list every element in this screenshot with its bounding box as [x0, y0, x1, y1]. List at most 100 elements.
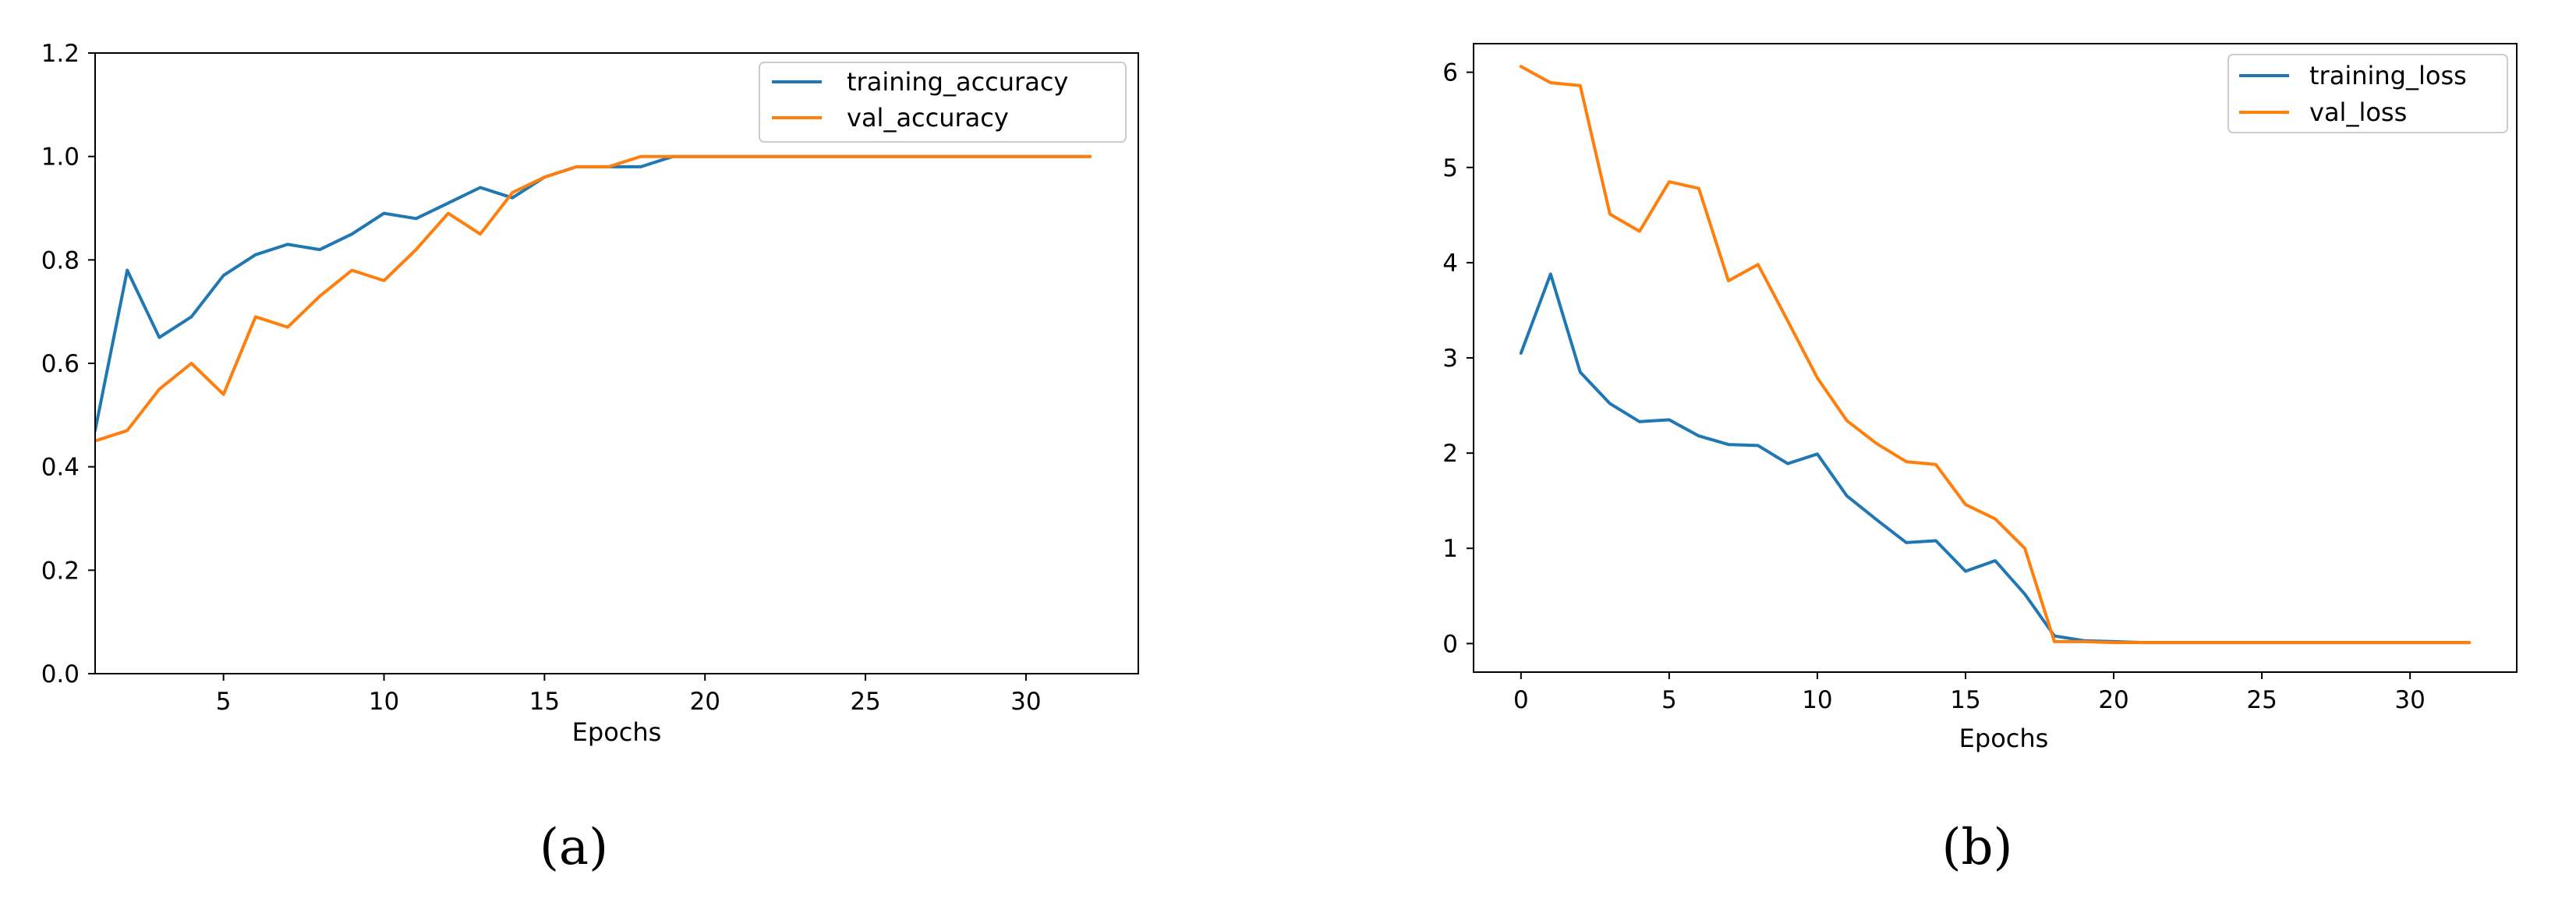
chart-a-point-training-accuracy-5 [223, 275, 224, 276]
chart-a-point-val-accuracy-27 [929, 156, 930, 157]
chart-a-point-val-accuracy-28 [961, 156, 962, 157]
chart-b-xtick-label-30: 30 [2394, 686, 2425, 714]
chart-a-ytick-label-1-2: 1.2 [41, 40, 80, 68]
chart-a-point-val-accuracy-22 [769, 156, 770, 157]
chart-a-point-training-accuracy-3 [159, 337, 160, 338]
chart-a-ytick-label-0: 0.0 [41, 660, 80, 688]
chart-b-point-val-loss-25 [2262, 642, 2263, 643]
chart-b-point-training-loss-8 [1757, 445, 1758, 446]
chart-a-point-val-accuracy-15 [544, 177, 545, 178]
chart-a-legend: training_accuracy val_accuracy [759, 62, 1127, 143]
chart-a-ytick-label-0-2: 0.2 [41, 557, 80, 585]
chart-a-caption: (a) [540, 819, 608, 876]
chart-b-point-val-loss-0 [1520, 66, 1521, 67]
chart-b-legend: training_loss val_loss [2227, 54, 2508, 133]
chart-a-xtick-label-30: 30 [1010, 688, 1041, 716]
chart-b-ytick-label-6: 6 [1442, 59, 1458, 87]
chart-a-point-val-accuracy-5 [223, 394, 224, 395]
chart-a-lines [95, 154, 1092, 443]
chart-a-point-val-accuracy-19 [673, 156, 674, 157]
chart-b-point-val-loss-19 [2084, 641, 2085, 642]
chart-b-ytick-label-1: 1 [1442, 535, 1458, 563]
chart-b-point-val-loss-24 [2232, 642, 2233, 643]
chart-a-point-val-accuracy-18 [640, 156, 641, 157]
chart-b-lines [1519, 65, 2472, 645]
chart-b-point-training-loss-11 [1846, 496, 1847, 497]
chart-a-axes: 5 10 15 20 25 30 0.0 0.2 0.4 0.6 0.8 1.0 1.2 [41, 40, 1042, 716]
chart-b-caption: (b) [1942, 819, 2013, 876]
chart-b-ytick-label-3: 3 [1442, 345, 1458, 373]
chart-b-xtick-label-0: 0 [1513, 686, 1529, 714]
chart-b-point-training-loss-15 [1965, 571, 1966, 572]
chart-a-point-training-accuracy-14 [512, 197, 513, 198]
chart-b-point-val-loss-22 [2173, 642, 2174, 643]
chart-a-legend-label-training-accuracy: training_accuracy [847, 67, 1068, 97]
chart-a-point-training-accuracy-18 [640, 166, 641, 167]
chart-b-point-val-loss-29 [2380, 642, 2381, 643]
chart-b-ytick-label-2: 2 [1442, 440, 1458, 468]
chart-b-point-val-loss-27 [2321, 642, 2322, 643]
chart-a-xtick-label-10: 10 [369, 688, 399, 716]
chart-b-series-training-loss [1519, 272, 2472, 645]
chart-b-point-training-loss-9 [1787, 463, 1788, 464]
chart-a-xtick-label-20: 20 [689, 688, 720, 716]
chart-a-ytick-label-0-4: 0.4 [41, 454, 80, 482]
chart-a-point-val-accuracy-30 [1025, 156, 1026, 157]
chart-b-point-val-loss-17 [2025, 548, 2026, 549]
chart-b-point-val-loss-21 [2143, 642, 2144, 643]
chart-b-point-val-loss-15 [1965, 504, 1966, 505]
chart-a-series-val-accuracy [95, 154, 1092, 443]
chart-a-point-val-accuracy-17 [608, 166, 609, 167]
chart-b-point-training-loss-5 [1668, 419, 1669, 420]
chart-a-point-val-accuracy-26 [897, 156, 898, 157]
chart-b-point-val-loss-26 [2291, 642, 2292, 643]
chart-b: 0 5 10 15 20 25 30 0 1 2 3 4 5 6 Epochs training_loss… [1442, 43, 2518, 876]
chart-b-point-training-loss-0 [1520, 352, 1521, 353]
chart-a-xtick-label-15: 15 [529, 688, 560, 716]
chart-b-xtick-label-5: 5 [1661, 686, 1677, 714]
chart-a-point-val-accuracy-29 [993, 156, 994, 157]
chart-b-point-val-loss-14 [1935, 464, 1936, 465]
chart-b-point-val-loss-18 [2054, 641, 2055, 642]
chart-a-ytick-label-1: 1.0 [41, 143, 80, 172]
chart-a-point-val-accuracy-3 [159, 389, 160, 390]
chart-b-legend-box [2227, 54, 2508, 133]
chart-b-point-training-loss-4 [1639, 421, 1640, 422]
chart-b-point-training-loss-14 [1935, 540, 1936, 541]
chart-a-xtick-label-5: 5 [216, 688, 232, 716]
chart-b-point-val-loss-12 [1876, 443, 1877, 444]
chart-b-xtick-label-20: 20 [2098, 686, 2128, 714]
chart-b-point-training-loss-13 [1905, 542, 1906, 543]
chart-a-point-val-accuracy-31 [1058, 156, 1059, 157]
chart-b-legend-label-val-loss: val_loss [2309, 97, 2407, 127]
chart-b-ytick-label-0: 0 [1442, 630, 1458, 658]
chart-b-xtick-label-15: 15 [1950, 686, 1980, 714]
chart-b-point-training-loss-6 [1698, 436, 1699, 437]
chart-b-point-training-loss-7 [1728, 444, 1729, 445]
chart-a-point-val-accuracy-25 [865, 156, 866, 157]
chart-a-point-training-accuracy-2 [127, 270, 128, 271]
chart-b-point-val-loss-4 [1639, 231, 1640, 232]
chart-b-xlabel: Epochs [1959, 724, 2049, 753]
chart-a-legend-box [759, 62, 1127, 143]
chart-b-xtick-label-10: 10 [1802, 686, 1832, 714]
chart-b-point-training-loss-12 [1876, 519, 1877, 520]
chart-a-xtick-label-25: 25 [850, 688, 880, 716]
chart-a-legend-label-val-accuracy: val_accuracy [847, 103, 1009, 133]
chart-a-point-val-accuracy-32 [1090, 156, 1091, 157]
chart-a-point-training-accuracy-6 [255, 254, 256, 255]
chart-b-point-val-loss-11 [1846, 420, 1847, 421]
chart-b-ytick-label-5: 5 [1442, 154, 1458, 182]
chart-a-point-val-accuracy-13 [480, 234, 481, 235]
chart-b-point-val-loss-8 [1757, 264, 1758, 265]
chart-a-point-val-accuracy-21 [737, 156, 738, 157]
chart-a-point-val-accuracy-20 [705, 156, 706, 157]
chart-b-point-training-loss-17 [2025, 593, 2026, 594]
chart-a-point-val-accuracy-4 [191, 363, 192, 364]
chart-a-xlabel: Epochs [572, 717, 662, 747]
chart-a-series-training-accuracy [95, 154, 1092, 433]
chart-a-point-training-accuracy-13 [480, 187, 481, 188]
chart-b-point-val-loss-30 [2410, 642, 2411, 643]
chart-b-point-val-loss-6 [1698, 188, 1699, 189]
